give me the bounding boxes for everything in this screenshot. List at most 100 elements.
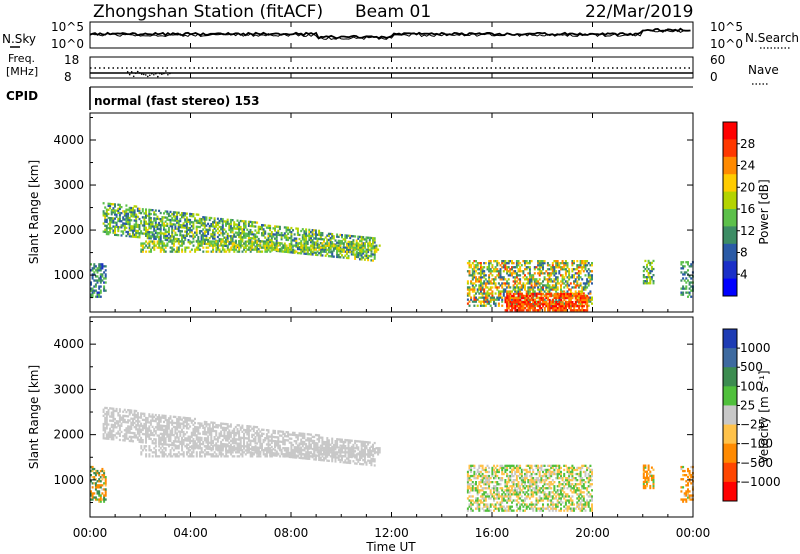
- heatmap-cell: [145, 220, 147, 223]
- heatmap-cell: [277, 436, 280, 439]
- heatmap-cell: [199, 248, 201, 251]
- heatmap-cell: [264, 437, 267, 440]
- heatmap-cell: [158, 436, 161, 439]
- heatmap-cell: [556, 288, 559, 291]
- heatmap-cell: [197, 244, 200, 247]
- heatmap-cell: [220, 226, 223, 229]
- heatmap-cell: [267, 224, 270, 227]
- heatmap-cell: [153, 438, 156, 441]
- heatmap-cell: [254, 248, 257, 251]
- heatmap-cell: [522, 286, 525, 289]
- heatmap-cell: [298, 442, 301, 445]
- heatmap-cell: [117, 209, 120, 212]
- heatmap-cell: [238, 436, 241, 439]
- heatmap-cell: [104, 429, 107, 432]
- heatmap-cell: [130, 425, 133, 428]
- heatmap-cell: [553, 296, 556, 300]
- heatmap-cell: [269, 241, 272, 244]
- heatmap-cell: [313, 441, 316, 445]
- heatmap-cell: [215, 248, 218, 251]
- heatmap-cell: [652, 282, 655, 285]
- heatmap-cell: [560, 307, 563, 310]
- heatmap-cell: [483, 298, 486, 301]
- heatmap-cell: [501, 262, 504, 265]
- heatmap-cell: [184, 212, 187, 215]
- heatmap-cell: [687, 273, 689, 276]
- heatmap-cell: [584, 282, 587, 285]
- heatmap-cell: [587, 298, 590, 301]
- heatmap-cell: [507, 300, 510, 303]
- heatmap-cell: [478, 278, 481, 281]
- heatmap-cell: [576, 272, 579, 275]
- heatmap-cell: [184, 439, 187, 442]
- heatmap-cell: [290, 437, 293, 440]
- heatmap-cell: [583, 298, 585, 302]
- heatmap-cell: [581, 305, 584, 308]
- heatmap-cell: [169, 437, 172, 440]
- heatmap-cell: [473, 276, 476, 279]
- heatmap-cell: [586, 305, 589, 308]
- heatmap-cell: [239, 445, 242, 448]
- heatmap-cell: [331, 253, 334, 256]
- heatmap-cell: [545, 286, 548, 289]
- heatmap-cell: [543, 290, 546, 293]
- heatmap-cell: [349, 234, 352, 238]
- heatmap-cell: [520, 270, 523, 273]
- heatmap-cell: [535, 300, 538, 303]
- heatmap-cell: [171, 233, 174, 236]
- heatmap-cell: [372, 447, 374, 451]
- heatmap-cell: [132, 227, 134, 230]
- heatmap-cell: [247, 230, 250, 234]
- heatmap-cell: [261, 446, 263, 450]
- heatmap-cell: [153, 229, 156, 232]
- heatmap-cell: [642, 280, 645, 283]
- heatmap-cell: [156, 217, 159, 220]
- heatmap-cell: [149, 421, 152, 424]
- heatmap-cell: [221, 244, 224, 247]
- heatmap-cell: [298, 233, 301, 237]
- heatmap-cell: [158, 223, 161, 227]
- heatmap-cell: [239, 236, 242, 239]
- heatmap-cell: [538, 290, 541, 293]
- heatmap-cell: [141, 244, 144, 247]
- heatmap-cell: [212, 233, 214, 236]
- heatmap-cell: [566, 276, 569, 279]
- heatmap-cell: [231, 451, 234, 454]
- heatmap-cell: [159, 451, 162, 454]
- heatmap-cell: [584, 266, 587, 269]
- heatmap-cell: [233, 427, 236, 431]
- heatmap-cell: [373, 458, 376, 461]
- heatmap-cell: [548, 303, 551, 306]
- heatmap-cell: [182, 424, 185, 428]
- heatmap-cell: [215, 430, 218, 433]
- heatmap-cell: [166, 238, 169, 242]
- heatmap-cell: [158, 246, 161, 249]
- heatmap-cell: [146, 435, 149, 438]
- heatmap-cell: [357, 440, 360, 443]
- heatmap-cell: [509, 260, 512, 263]
- heatmap-cell: [138, 424, 141, 427]
- heatmap-cell: [346, 248, 348, 251]
- heatmap-cell: [581, 290, 584, 293]
- heatmap-cell: [239, 246, 242, 249]
- heatmap-cell: [127, 421, 130, 424]
- heatmap-cell: [195, 246, 198, 249]
- heatmap-cell: [468, 274, 471, 277]
- heatmap-cell: [213, 217, 216, 220]
- heatmap-cell: [249, 451, 252, 454]
- heatmap-cell: [231, 229, 234, 232]
- heatmap-cell: [115, 436, 118, 439]
- heatmap-cell: [228, 431, 231, 434]
- heatmap-cell: [535, 309, 538, 312]
- heatmap-cell: [120, 206, 123, 209]
- heatmap-cell: [145, 212, 147, 215]
- heatmap-cell: [151, 231, 154, 234]
- heatmap-cell: [275, 225, 278, 228]
- heatmap-cell: [185, 421, 188, 424]
- heatmap-cell: [479, 278, 482, 281]
- heatmap-cell: [249, 455, 252, 458]
- heatmap-cell: [372, 259, 374, 262]
- heatmap-cell: [272, 233, 275, 236]
- heatmap-cell: [244, 224, 247, 227]
- heatmap-cell: [190, 235, 193, 238]
